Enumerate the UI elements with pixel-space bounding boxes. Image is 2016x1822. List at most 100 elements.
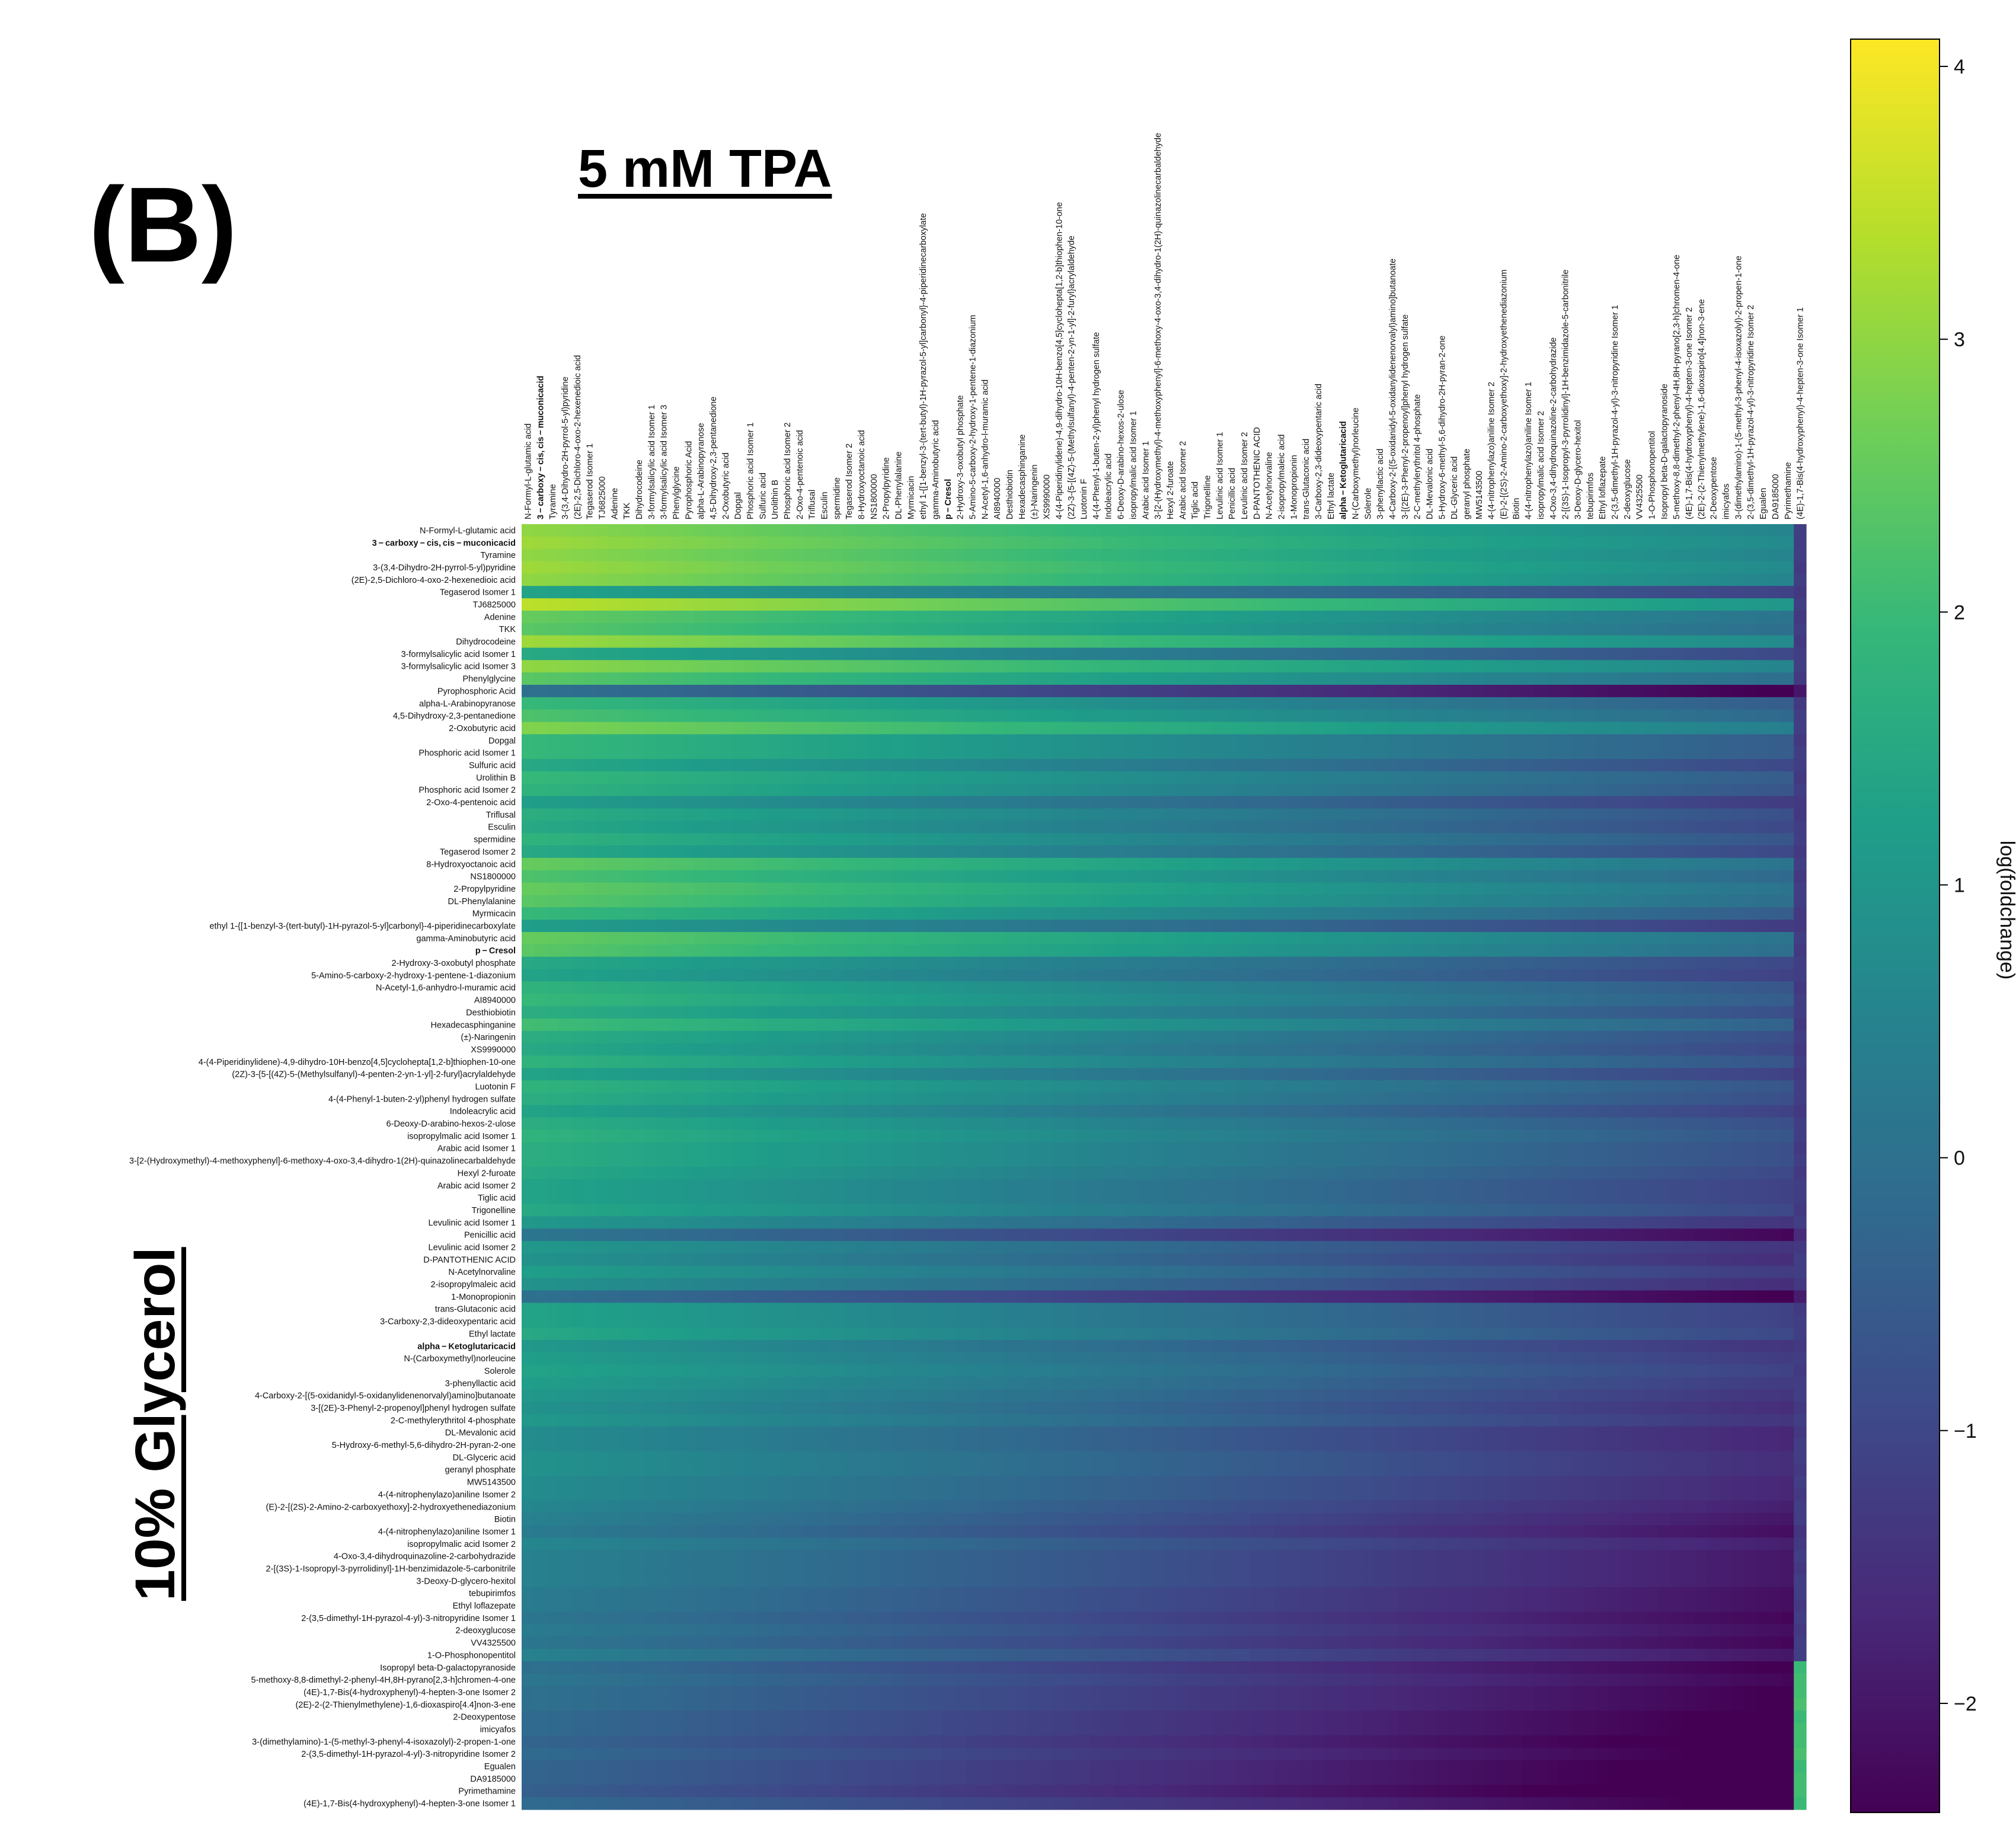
heatmap-cell — [1423, 944, 1436, 958]
heatmap-cell — [830, 870, 844, 883]
heatmap-cell — [1386, 920, 1399, 933]
heatmap-cell — [842, 709, 856, 723]
heatmap-cell — [1065, 783, 1078, 797]
heatmap-cell — [719, 857, 732, 871]
heatmap-cell — [533, 796, 547, 809]
heatmap-cell — [1373, 833, 1387, 846]
heatmap-cell — [1225, 920, 1239, 933]
heatmap-cell — [1670, 586, 1683, 599]
heatmap-cell — [966, 833, 979, 846]
heatmap-cell — [1583, 709, 1597, 723]
heatmap-cell — [682, 1080, 695, 1093]
heatmap-cell — [1225, 1080, 1239, 1093]
heatmap-cell — [1126, 931, 1140, 945]
heatmap-cell — [1213, 746, 1226, 760]
heatmap-cell — [954, 882, 967, 895]
heatmap-cell — [1509, 1080, 1523, 1093]
heatmap-cell — [1670, 845, 1683, 859]
heatmap-cell — [929, 907, 942, 920]
heatmap-cell — [978, 734, 992, 747]
heatmap-cell — [1028, 672, 1041, 685]
heatmap-cell — [756, 709, 769, 723]
heatmap-cell — [1707, 524, 1720, 537]
heatmap-cell — [608, 833, 621, 846]
heatmap-cell — [1621, 746, 1634, 760]
heatmap-cell — [1349, 771, 1362, 784]
heatmap-cell — [1646, 981, 1659, 994]
heatmap-cell — [842, 1105, 856, 1118]
heatmap-cell — [1534, 536, 1548, 550]
heatmap-cell — [1411, 1105, 1424, 1118]
heatmap-cell — [1657, 808, 1671, 821]
heatmap-cell — [657, 969, 670, 982]
heatmap-cell — [1497, 548, 1510, 562]
heatmap-cell — [855, 722, 868, 735]
heatmap-cell — [991, 759, 1004, 772]
heatmap-cell — [1509, 524, 1523, 537]
heatmap-cell — [1621, 833, 1634, 846]
heatmap-cell — [818, 931, 831, 945]
heatmap-cell — [954, 870, 967, 883]
heatmap-cell — [1299, 796, 1313, 809]
heatmap-cell — [1744, 561, 1758, 574]
heatmap-cell — [670, 981, 683, 994]
heatmap-cell — [1448, 635, 1461, 649]
heatmap-cell — [818, 994, 831, 1007]
heatmap-cell — [1670, 635, 1683, 649]
heatmap-cell — [1423, 685, 1436, 698]
heatmap-cell — [781, 1080, 794, 1093]
heatmap-cell — [1435, 709, 1449, 723]
heatmap-cell — [719, 821, 732, 834]
heatmap-cell — [1695, 635, 1708, 649]
heatmap-cell — [1411, 635, 1424, 649]
heatmap-cell — [657, 994, 670, 1007]
heatmap-cell — [522, 821, 535, 834]
heatmap-cell — [1361, 722, 1375, 735]
heatmap-cell — [1744, 709, 1758, 723]
heatmap-cell — [1583, 536, 1597, 550]
heatmap-cell — [916, 931, 930, 945]
heatmap-cell — [596, 586, 609, 599]
heatmap-cell — [1509, 796, 1523, 809]
heatmap-cell — [1213, 672, 1226, 685]
heatmap-cell — [830, 771, 844, 784]
heatmap-cell — [1065, 969, 1078, 982]
heatmap-cell — [670, 1080, 683, 1093]
heatmap-cell — [645, 548, 658, 562]
heatmap-cell — [1238, 635, 1251, 649]
heatmap-cell — [1497, 1030, 1510, 1044]
heatmap-cell — [781, 771, 794, 784]
heatmap-cell — [1126, 882, 1140, 895]
heatmap-cell — [1596, 672, 1609, 685]
heatmap-cell — [1126, 771, 1140, 784]
heatmap-cell — [1695, 586, 1708, 599]
heatmap-cell — [842, 697, 856, 710]
heatmap-cell — [1164, 672, 1177, 685]
heatmap-cell — [645, 870, 658, 883]
heatmap-cell — [1126, 783, 1140, 797]
heatmap-cell — [1201, 895, 1214, 908]
heatmap-cell — [1299, 981, 1313, 994]
heatmap-cell — [1522, 796, 1535, 809]
heatmap-cell — [1250, 1092, 1263, 1106]
heatmap-cell — [916, 845, 930, 859]
heatmap-cell — [1448, 1043, 1461, 1056]
heatmap-cell — [756, 610, 769, 624]
heatmap-cell — [707, 1006, 720, 1019]
heatmap-cell — [1794, 709, 1807, 723]
heatmap-cell — [1139, 722, 1152, 735]
heatmap-cell — [707, 1030, 720, 1044]
heatmap-cell — [867, 1092, 880, 1106]
heatmap-cell — [892, 956, 905, 970]
heatmap-cell — [1411, 734, 1424, 747]
heatmap-cell — [1633, 1080, 1646, 1093]
heatmap-cell — [1781, 1055, 1794, 1068]
heatmap-cell — [1731, 907, 1745, 920]
heatmap-cell — [1559, 1105, 1572, 1118]
heatmap-cell — [571, 647, 584, 660]
heatmap-cell — [1040, 697, 1053, 710]
heatmap-cell — [645, 759, 658, 772]
heatmap-cell — [830, 647, 844, 660]
heatmap-cell — [670, 610, 683, 624]
heatmap-cell — [1522, 722, 1535, 735]
